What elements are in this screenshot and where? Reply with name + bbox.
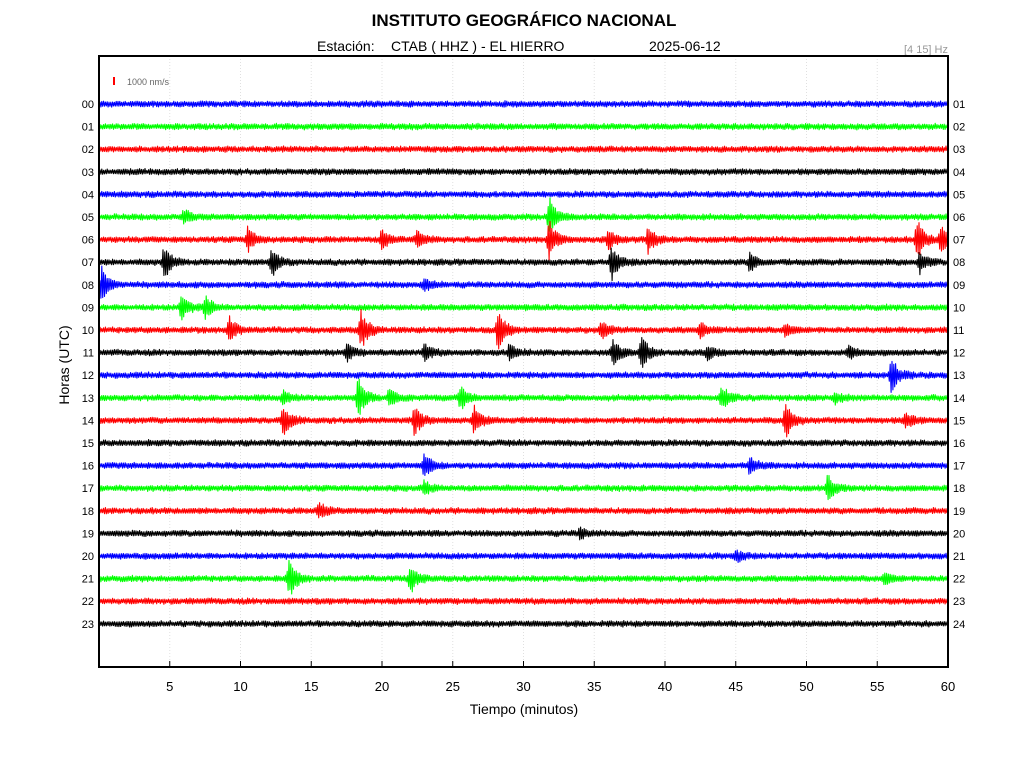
hour-label-left: 04 (82, 189, 94, 201)
hour-label-left: 22 (82, 596, 94, 608)
hour-label-left: 09 (82, 302, 94, 314)
trace-hour-15 (99, 439, 948, 447)
hour-label-right: 12 (953, 348, 965, 360)
hour-label-left: 15 (82, 438, 94, 450)
hour-label-left: 17 (82, 483, 94, 495)
station-name: CTAB ( HHZ ) - EL HIERRO (391, 38, 565, 54)
trace-hour-10 (99, 309, 948, 350)
hour-label-right: 10 (953, 302, 965, 314)
hour-label-right: 15 (953, 415, 965, 427)
x-tick-label: 5 (166, 679, 173, 694)
trace-hour-03 (99, 167, 948, 176)
trace-hour-14 (99, 404, 948, 438)
hour-label-left: 12 (82, 370, 94, 382)
trace-hour-07 (99, 247, 948, 282)
hour-label-right: 14 (953, 393, 965, 405)
hour-label-left: 19 (82, 528, 94, 540)
hour-label-left: 18 (82, 506, 94, 518)
trace-hour-06 (99, 220, 948, 261)
x-tick-label: 15 (304, 679, 318, 694)
hour-label-left: 00 (82, 99, 94, 111)
hour-label-right: 03 (953, 144, 965, 156)
x-tick-label: 60 (941, 679, 955, 694)
x-ticks: 5 10 15 20 25 30 35 40 45 50 55 60 (166, 661, 955, 694)
hour-label-left: 13 (82, 393, 94, 405)
trace-hour-16 (99, 453, 948, 477)
hour-label-left: 10 (82, 325, 94, 337)
x-tick-label: 30 (516, 679, 530, 694)
hour-label-left: 02 (82, 144, 94, 156)
trace-hour-12 (99, 360, 948, 393)
filter-band: [4 15] Hz (904, 44, 948, 56)
y-axis-label: Horas (UTC) (56, 325, 72, 404)
hour-label-left: 01 (82, 122, 94, 134)
hour-label-left: 16 (82, 461, 94, 473)
trace-hour-08 (99, 265, 948, 299)
hour-label-right: 08 (953, 257, 965, 269)
x-tick-label: 40 (658, 679, 672, 694)
x-tick-label: 10 (233, 679, 247, 694)
hour-label-left: 14 (82, 415, 94, 427)
hour-label-left: 07 (82, 257, 94, 269)
hour-label-right: 04 (953, 167, 965, 179)
trace-hour-22 (99, 597, 948, 606)
hour-label-right: 02 (953, 122, 965, 134)
x-tick-label: 35 (587, 679, 601, 694)
hour-label-right: 24 (953, 619, 965, 631)
x-axis-label: Tiempo (minutos) (470, 701, 578, 717)
hour-label-right: 05 (953, 189, 965, 201)
trace-hour-11 (99, 336, 948, 368)
hour-label-left: 23 (82, 619, 94, 631)
x-tick-label: 45 (729, 679, 743, 694)
hour-label-right: 06 (953, 212, 965, 224)
hour-label-left: 05 (82, 212, 94, 224)
trace-hour-04 (99, 190, 948, 199)
x-tick-label: 25 (446, 679, 460, 694)
trace-hour-17 (99, 474, 948, 501)
hour-label-right: 17 (953, 461, 965, 473)
hour-label-right: 07 (953, 235, 965, 247)
trace-hour-13 (99, 378, 948, 415)
hour-label-right: 16 (953, 438, 965, 450)
trace-hour-21 (99, 559, 948, 595)
hour-label-right: 19 (953, 506, 965, 518)
hour-label-left: 20 (82, 551, 94, 563)
scale-label: 1000 nm/s (127, 77, 170, 87)
hour-label-right: 01 (953, 99, 965, 111)
chart-title: INSTITUTO GEOGRÁFICO NACIONAL (372, 11, 677, 30)
hour-label-left: 03 (82, 167, 94, 179)
trace-hour-09 (99, 295, 948, 321)
chart-date: 2025-06-12 (649, 38, 721, 54)
trace-hour-05 (99, 197, 948, 232)
hour-label-right: 18 (953, 483, 965, 495)
station-label: Estación: (317, 38, 375, 54)
hour-label-right: 13 (953, 370, 965, 382)
right-hour-labels: 01 02 03 04 05 06 07 08 09 10 11 12 13 14 15 16 17 18 19 20… (953, 99, 965, 631)
trace-hour-01 (99, 122, 948, 131)
hour-label-left: 06 (82, 235, 94, 247)
left-hour-labels: 00 01 02 03 04 05 06 07 08 09 10 11 12 13 14 15 16 17 18 19… (82, 99, 94, 631)
trace-hour-00 (99, 100, 948, 108)
x-tick-label: 50 (799, 679, 813, 694)
traces (99, 100, 948, 628)
x-tick-label: 55 (870, 679, 884, 694)
hour-label-right: 09 (953, 280, 965, 292)
x-tick-label: 20 (375, 679, 389, 694)
hour-label-right: 11 (953, 325, 964, 337)
hour-label-left: 21 (82, 574, 94, 586)
hour-label-left: 08 (82, 280, 94, 292)
trace-hour-02 (99, 145, 948, 154)
hour-label-right: 23 (953, 596, 965, 608)
hour-label-right: 22 (953, 574, 965, 586)
hour-label-right: 20 (953, 528, 965, 540)
trace-hour-23 (99, 619, 948, 628)
trace-hour-19 (99, 526, 948, 541)
hour-label-left: 11 (83, 348, 94, 360)
hour-label-right: 21 (953, 551, 965, 563)
trace-hour-20 (99, 549, 948, 564)
trace-hour-18 (99, 502, 948, 519)
